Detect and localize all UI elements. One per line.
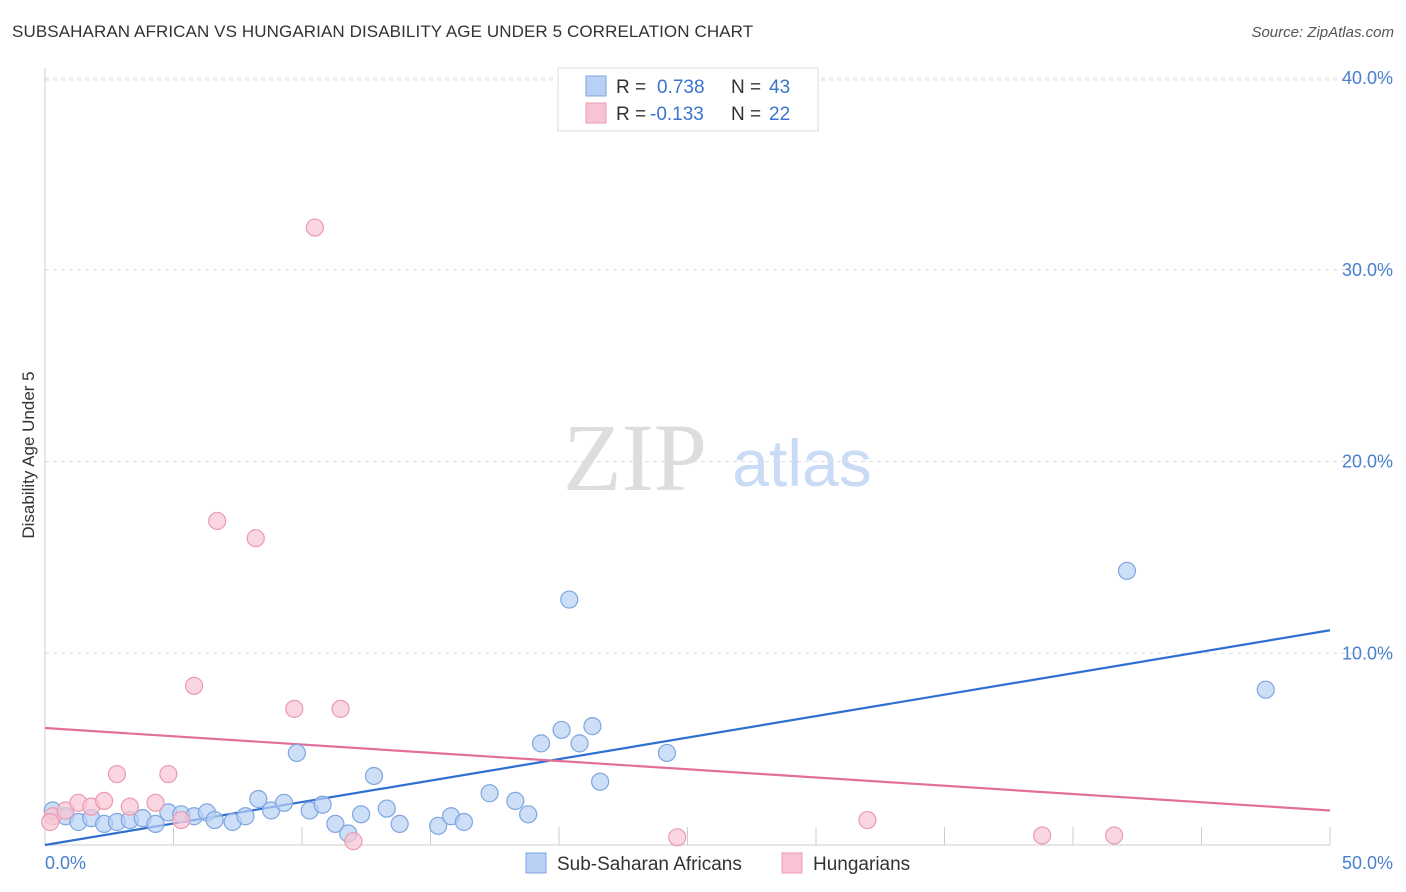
blue-point-13 (205, 810, 224, 830)
blue-point-25 (364, 766, 384, 786)
blue-point-42 (1256, 680, 1275, 699)
blue-point-38 (583, 717, 602, 736)
grid-lines (45, 77, 1390, 654)
blue-point-37 (570, 734, 589, 753)
blue-point-28 (429, 816, 448, 835)
pink-point-14 (305, 218, 324, 237)
blue-point-8 (146, 814, 165, 834)
watermark-zip: ZIP (563, 404, 707, 511)
blue-point-18 (274, 793, 294, 812)
y-tick-labels: 10.0% 20.0% 30.0% 40.0% (1342, 68, 1393, 663)
legend-n-label-pink: N = (731, 104, 761, 125)
pink-point-17 (668, 828, 687, 847)
pink-point-5 (107, 764, 127, 784)
blue-point-27 (390, 814, 409, 834)
axes (44, 68, 1331, 846)
blue-point-21 (313, 795, 332, 814)
pink-point-9 (172, 810, 191, 830)
blue-point-16 (249, 789, 268, 809)
y-tick-label-3: 40.0% (1342, 68, 1393, 88)
pink-point-7 (146, 793, 165, 812)
watermark-atlas: atlas (732, 426, 871, 500)
blue-point-41 (1117, 561, 1137, 580)
pink-point-8 (159, 764, 178, 784)
pink-point-21 (41, 812, 60, 832)
blue-point-19 (287, 743, 306, 763)
pink-point-15 (331, 699, 350, 718)
series-swatch-blue (525, 852, 547, 874)
series-legend: Sub-Saharan Africans Hungarians (525, 852, 910, 875)
blue-point-26 (377, 799, 396, 818)
blue-point-40 (657, 743, 677, 763)
blue-point-32 (506, 791, 525, 810)
x-tick-label-0: 0.0% (45, 853, 86, 873)
y-tick-label-0: 10.0% (1342, 643, 1393, 663)
source-credit: Source: ZipAtlas.com (1251, 24, 1394, 41)
blue-point-35 (552, 720, 571, 740)
pink-point-16 (344, 832, 363, 851)
chart-title: SUBSAHARAN AFRICAN VS HUNGARIAN DISABILI… (12, 22, 754, 41)
blue-point-24 (352, 805, 371, 824)
legend-n-label-blue: N = (731, 77, 761, 98)
pink-trend-line (44, 726, 1331, 812)
data-points (41, 218, 1275, 851)
x-tick-labels: 0.0% 50.0% (45, 853, 1393, 873)
legend-r-value-pink: -0.133 (650, 104, 704, 125)
x-tick-label-1: 50.0% (1342, 853, 1393, 873)
blue-point-36 (560, 590, 579, 609)
legend: R = 0.738 N = 43 R = -0.133 N = 22 (557, 67, 819, 132)
pink-point-4 (95, 791, 114, 810)
legend-n-value-pink: 22 (769, 104, 790, 125)
pink-point-10 (184, 676, 204, 695)
pink-point-11 (208, 511, 227, 531)
legend-swatch-pink (585, 102, 607, 124)
pink-point-12 (246, 529, 265, 548)
y-tick-label-1: 20.0% (1342, 452, 1393, 472)
blue-point-34 (531, 734, 551, 753)
blue-point-22 (326, 814, 345, 834)
y-axis-label: Disability Age Under 5 (19, 371, 38, 538)
series-label-pink: Hungarians (813, 854, 910, 875)
blue-point-15 (236, 807, 255, 826)
legend-r-value-blue: 0.738 (657, 77, 705, 98)
pink-point-6 (120, 797, 139, 816)
blue-point-33 (519, 805, 538, 824)
pink-point-18 (858, 810, 877, 830)
blue-trend-line (44, 629, 1331, 847)
legend-swatch-blue (585, 75, 607, 97)
blue-point-30 (454, 812, 474, 832)
blue-point-39 (591, 772, 610, 791)
pink-point-19 (1033, 826, 1052, 845)
series-label-blue: Sub-Saharan Africans (557, 854, 742, 875)
pink-point-20 (1105, 826, 1124, 845)
legend-r-label-pink: R = (616, 104, 646, 125)
blue-point-31 (480, 784, 499, 803)
trend-lines (44, 629, 1331, 847)
legend-n-value-blue: 43 (769, 77, 790, 98)
legend-r-label-blue: R = (616, 77, 646, 98)
y-tick-label-2: 30.0% (1342, 260, 1393, 280)
series-swatch-pink (781, 852, 803, 874)
pink-point-13 (285, 699, 304, 718)
